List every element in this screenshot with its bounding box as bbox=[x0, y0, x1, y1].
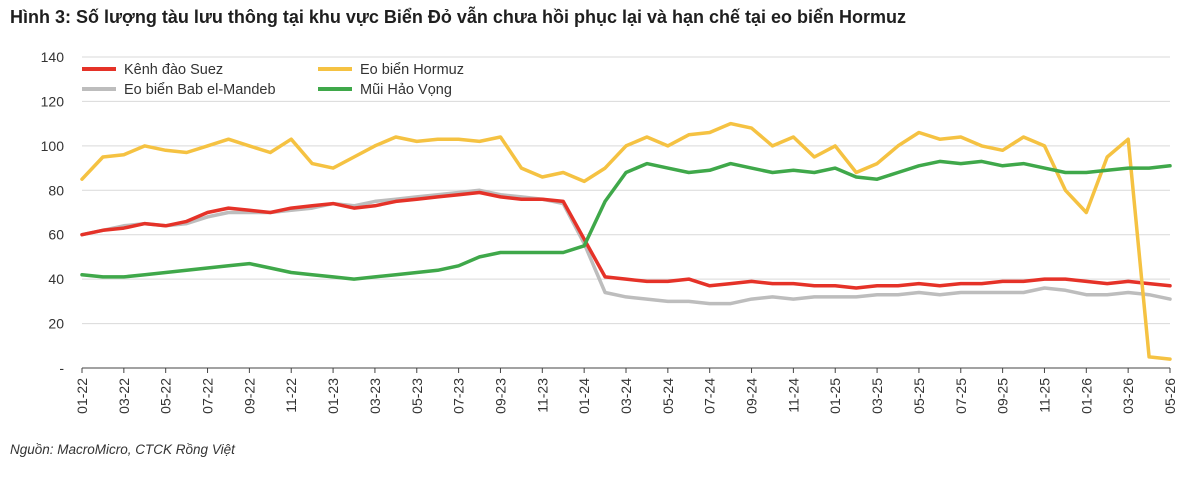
series-line-suez bbox=[80, 190, 1172, 290]
x-axis: 01-22 03-22 05-22 07-22 09-22 11-22 01-23 03-23… bbox=[74, 367, 1178, 414]
y-tick-label: 40 bbox=[48, 271, 64, 287]
legend-label-suez: Kênh đào Suez bbox=[124, 62, 223, 78]
x-tick-label: 05-26 bbox=[1162, 378, 1178, 414]
x-tick-label: 05-25 bbox=[911, 378, 927, 414]
x-tick-label: 05-23 bbox=[409, 378, 425, 414]
x-tick-label: 11-24 bbox=[785, 378, 801, 413]
legend: Kênh đào Suez Eo biển Hormuz Eo biển Bab e… bbox=[82, 62, 464, 98]
x-tick-label: 07-25 bbox=[953, 378, 969, 414]
x-tick-label: 09-25 bbox=[995, 378, 1011, 414]
y-tick-label: 80 bbox=[48, 182, 64, 198]
x-tick-label: 01-23 bbox=[325, 378, 341, 414]
x-tick-label: 11-22 bbox=[283, 378, 299, 413]
y-tick-label: 100 bbox=[41, 138, 65, 154]
source-note: Nguồn: MacroMicro, CTCK Rồng Việt bbox=[10, 442, 235, 457]
x-tick-label: 07-23 bbox=[451, 378, 467, 414]
series-lines bbox=[80, 121, 1172, 361]
x-tick-label: 01-25 bbox=[827, 378, 843, 414]
x-tick-label: 09-24 bbox=[744, 378, 760, 414]
x-tick-label: 03-22 bbox=[116, 378, 132, 414]
x-tick-label: 07-22 bbox=[200, 378, 216, 414]
series-line-bab bbox=[80, 188, 1172, 306]
x-tick-label: 11-23 bbox=[534, 378, 550, 413]
x-tick-label: 03-24 bbox=[618, 378, 634, 414]
legend-label-hormuz: Eo biển Hormuz bbox=[360, 62, 464, 78]
x-tick-label: 01-22 bbox=[74, 378, 90, 414]
legend-label-bab: Eo biển Bab el-Mandeb bbox=[124, 82, 276, 98]
y-tick-label: 60 bbox=[48, 227, 64, 243]
y-tick-label: 140 bbox=[41, 49, 65, 65]
x-tick-label: 01-24 bbox=[576, 378, 592, 414]
series-line-hormuz bbox=[80, 121, 1172, 361]
x-tick-label: 09-23 bbox=[492, 378, 508, 414]
series-line-hope bbox=[80, 159, 1172, 281]
chart-title: Hình 3: Số lượng tàu lưu thông tại khu v… bbox=[10, 7, 907, 27]
y-tick-label: - bbox=[59, 360, 64, 376]
x-tick-label: 03-25 bbox=[869, 378, 885, 414]
y-tick-label: 120 bbox=[41, 93, 65, 109]
x-tick-label: 05-24 bbox=[660, 378, 676, 414]
x-tick-label: 03-23 bbox=[367, 378, 383, 414]
x-tick-label: 11-25 bbox=[1036, 378, 1052, 413]
x-tick-label: 07-24 bbox=[702, 378, 718, 414]
x-tick-label: 01-26 bbox=[1078, 378, 1094, 414]
y-tick-label: 20 bbox=[48, 316, 64, 332]
x-tick-label: 09-22 bbox=[241, 378, 257, 414]
x-tick-label: 05-22 bbox=[158, 378, 174, 414]
legend-label-hope: Mũi Hảo Vọng bbox=[360, 82, 452, 98]
x-tick-label: 03-26 bbox=[1120, 378, 1136, 414]
y-axis: - 20 40 60 80 100 120 140 bbox=[41, 49, 65, 376]
